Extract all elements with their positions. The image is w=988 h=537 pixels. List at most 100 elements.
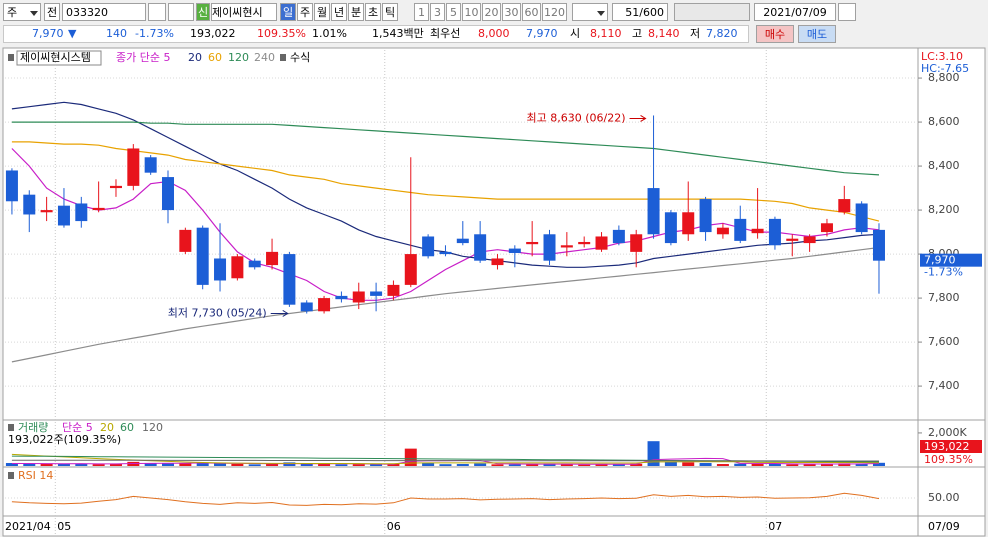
tool-icons[interactable]	[674, 3, 750, 21]
period-button[interactable]: 일	[280, 3, 296, 21]
legend-entry: 120	[228, 51, 249, 64]
moving-average	[11, 141, 880, 222]
interval-button[interactable]: 1	[414, 3, 429, 21]
icon	[8, 424, 14, 431]
candle-body	[352, 291, 365, 303]
y-tick-label: 50.00	[928, 491, 960, 504]
candle-body	[214, 258, 227, 281]
candle-body	[196, 227, 209, 285]
code-input[interactable]: 033320	[62, 3, 146, 21]
volume-bar	[526, 464, 539, 466]
arrow	[629, 115, 647, 122]
moving-average	[11, 121, 880, 176]
interval-button[interactable]: 3	[430, 3, 445, 21]
candle-body	[699, 199, 712, 233]
y-tick-label: 2,000K	[928, 426, 967, 439]
candle-body	[855, 203, 868, 233]
volume-average	[11, 459, 879, 462]
volume-bar	[803, 464, 816, 466]
dropdown[interactable]	[572, 3, 608, 21]
volume-title: 거래량	[18, 421, 48, 434]
sell-button[interactable]: 매도	[798, 25, 836, 43]
candle-body	[716, 227, 729, 235]
candle-body	[786, 238, 799, 241]
volume-bar	[266, 464, 279, 466]
candle-body	[474, 234, 487, 261]
candle-body	[439, 251, 452, 255]
period-button[interactable]: 분	[348, 3, 364, 21]
candle-body	[370, 291, 383, 296]
volume-bar	[144, 463, 157, 466]
candle-body	[5, 170, 18, 202]
candle-body	[248, 260, 261, 268]
period-button[interactable]: 년	[331, 3, 347, 21]
volume-bar	[300, 463, 313, 466]
volume-ratio: 109.35%	[257, 27, 306, 40]
best-label: 최우선	[430, 27, 461, 40]
interval-button[interactable]: 120	[542, 3, 567, 21]
interval-button[interactable]: 20	[482, 3, 501, 21]
candle-body	[768, 218, 781, 246]
period-button[interactable]: 초	[365, 3, 381, 21]
amount: 1,543백만	[372, 27, 424, 40]
volume-bar	[352, 464, 365, 466]
volume-bar	[664, 461, 677, 466]
period-button[interactable]: 주	[297, 3, 313, 21]
volume-bar	[283, 462, 296, 466]
best-bid: 7,970	[526, 27, 558, 40]
candle-body	[127, 148, 140, 186]
candle-body	[92, 207, 105, 211]
volume-bar	[578, 464, 591, 466]
candle-body	[820, 223, 833, 233]
candle-body	[387, 284, 400, 296]
date-input[interactable]: 2021/07/09	[754, 3, 836, 21]
interval-button[interactable]: 10	[462, 3, 481, 21]
y-tick-label: 8,800	[928, 71, 960, 84]
interval-button[interactable]: 30	[502, 3, 521, 21]
calendar-button[interactable]	[838, 3, 856, 21]
buy-button[interactable]: 매수	[756, 25, 794, 43]
candle-body	[57, 205, 70, 226]
candle-body	[335, 295, 348, 300]
volume-bar	[768, 463, 781, 466]
candle-body	[872, 229, 885, 261]
icon	[8, 54, 14, 61]
candle-body	[508, 248, 521, 253]
count: 51/600	[612, 3, 668, 21]
interval-button[interactable]: 60	[522, 3, 541, 21]
volume-bar	[439, 464, 452, 466]
candle-body	[40, 210, 53, 213]
candle-body	[266, 251, 279, 266]
volume-bar	[387, 464, 400, 466]
search-button[interactable]	[148, 3, 166, 21]
low-annotation: 최저 7,730 (05/24)	[168, 306, 267, 319]
volume-bar	[335, 464, 348, 466]
ratio-tag-label: 109.35%	[924, 453, 973, 466]
nav-button[interactable]	[168, 3, 194, 21]
x-end-label: 07/09	[928, 520, 960, 533]
volume-bar	[820, 464, 833, 466]
low-label: 저	[690, 27, 701, 40]
high-label: 고	[632, 27, 643, 40]
volume-bar	[248, 464, 261, 466]
candle-body	[300, 302, 313, 312]
candle-body	[682, 212, 695, 235]
open-label: 시	[570, 27, 581, 40]
period-select[interactable]: 주	[3, 3, 41, 21]
volume-tag	[920, 440, 982, 453]
turnover: 1.01%	[312, 27, 347, 40]
interval-button[interactable]: 5	[446, 3, 461, 21]
volume-bar	[491, 464, 504, 466]
price-tag-label: 7,970	[924, 254, 956, 267]
volume-bar	[751, 463, 764, 466]
change-rate: -1.73%	[135, 27, 174, 40]
prev-button[interactable]: 전	[44, 3, 60, 21]
candle-body	[75, 203, 88, 222]
period-button[interactable]: 월	[314, 3, 330, 21]
candle-body	[647, 188, 660, 235]
period-button[interactable]: 틱	[382, 3, 398, 21]
high-annotation: 최고 8,630 (06/22)	[527, 111, 626, 124]
hc: HC:-7.65	[921, 62, 969, 75]
candle-body	[491, 258, 504, 266]
